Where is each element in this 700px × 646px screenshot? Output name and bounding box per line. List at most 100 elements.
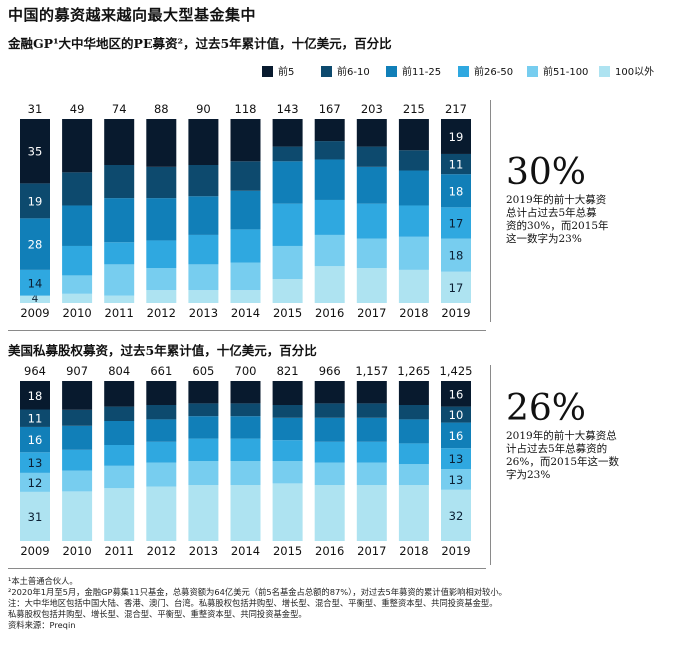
footnote: 注：大中华地区包括中国大陆、香港、澳门、台湾。私募股权包括并购型、增长型、混合型… <box>8 598 498 608</box>
bar-segment <box>20 472 50 492</box>
page-title: 中国的募资越来越向最大型基金集中 <box>8 6 257 24</box>
bar-value-label: 35 <box>28 145 43 159</box>
bar-segment <box>314 403 345 418</box>
legend-item-top6-10: 前6-10 <box>321 63 370 78</box>
x-tick-label: 2009 <box>20 306 49 320</box>
section-divider <box>8 330 486 331</box>
footnote: ²2020年1月至5月，金融GP募集11只基金，总募资额为64亿美元（前5名基金… <box>8 587 507 597</box>
bar-value-label: 18 <box>449 249 464 263</box>
bar-segment <box>356 146 387 167</box>
bar-value-label: 4 <box>32 293 39 305</box>
bar-segment <box>314 119 345 142</box>
x-tick-label: 2012 <box>147 306 176 320</box>
bar-segment <box>104 488 135 541</box>
bar-segment <box>314 199 345 235</box>
bar-total-label: 90 <box>196 102 211 116</box>
bar-total-label: 88 <box>154 102 169 116</box>
bar-segment <box>314 234 345 267</box>
x-tick-label: 2018 <box>399 544 428 558</box>
bar-total-label: 215 <box>403 102 425 116</box>
bar-total-label: 49 <box>70 102 85 116</box>
bar-segment <box>441 489 471 541</box>
bar-segment <box>356 441 387 463</box>
bar-segment <box>62 425 93 450</box>
callout-line: 字为23% <box>506 469 551 481</box>
bar-segment <box>146 198 177 241</box>
bar-total-label: 143 <box>277 102 299 116</box>
bar-segment <box>356 268 387 303</box>
divider-line <box>490 365 491 565</box>
bar-segment <box>356 417 387 442</box>
bar-value-label: 12 <box>28 476 43 490</box>
bar-segment <box>314 485 345 541</box>
bar-segment <box>441 153 471 175</box>
bar-segment <box>441 174 471 208</box>
bar-segment <box>104 465 135 489</box>
bar-segment <box>441 381 471 407</box>
bar-segment <box>146 166 177 199</box>
bar-segment <box>230 416 261 439</box>
bar-segment <box>272 279 303 303</box>
bar-segment <box>441 469 471 490</box>
bar-segment <box>356 166 387 204</box>
bar-segment <box>188 438 219 461</box>
bar-segment <box>356 203 387 239</box>
bar-segment <box>104 381 135 407</box>
bar-value-label: 16 <box>449 429 464 443</box>
bar-segment <box>104 119 135 165</box>
legend-label: 前26-50 <box>474 67 514 78</box>
legend-item-top5: 前5 <box>262 63 294 78</box>
bar-segment <box>230 262 261 291</box>
legend-swatch <box>599 66 610 77</box>
bar-value-label: 11 <box>449 158 464 172</box>
callout1-percent: 30% <box>506 152 587 193</box>
bar-value-label: 10 <box>449 408 464 422</box>
bar-segment <box>398 419 429 444</box>
legend-swatch <box>262 66 273 77</box>
bar-segment <box>314 441 345 463</box>
callout-line: 计占过去5年总募资的 <box>506 443 608 455</box>
bar-segment <box>146 441 177 463</box>
bar-segment <box>104 295 135 303</box>
bar-segment <box>272 440 303 461</box>
bar-segment <box>398 205 429 237</box>
bar-segment <box>398 464 429 485</box>
bar-segment <box>356 403 387 418</box>
bar-total-label: 1,425 <box>440 364 473 378</box>
bar-segment <box>230 229 261 263</box>
bar-total-label: 966 <box>319 364 341 378</box>
bar-total-label: 661 <box>150 364 172 378</box>
bar-segment <box>230 438 261 461</box>
bar-value-label: 19 <box>449 130 464 144</box>
bar-segment <box>356 119 387 147</box>
bar-segment <box>272 405 303 418</box>
bar-segment <box>272 417 303 441</box>
x-tick-label: 2015 <box>273 544 302 558</box>
bar-segment <box>441 406 471 423</box>
callout-line: 这一数字为23% <box>506 233 582 245</box>
legend-swatch <box>386 66 397 77</box>
x-tick-label: 2019 <box>441 306 470 320</box>
bar-segment <box>314 159 345 200</box>
callout-line: 总计占过去5年总募 <box>506 207 597 219</box>
callout-line: 2019年的前十大募资总 <box>506 430 617 442</box>
bar-total-label: 167 <box>319 102 341 116</box>
legend-label: 前5 <box>278 67 295 78</box>
callout-line: 2019年的前十大募资 <box>506 194 607 206</box>
bar-segment <box>272 146 303 162</box>
bar-segment <box>20 218 50 270</box>
x-tick-label: 2013 <box>189 306 218 320</box>
bar-segment <box>62 293 93 303</box>
bar-value-label: 14 <box>28 276 43 290</box>
bar-value-label: 17 <box>449 281 464 295</box>
bar-segment <box>398 269 429 303</box>
bar-total-label: 217 <box>445 102 467 116</box>
bar-value-label: 16 <box>449 387 464 401</box>
bar-value-label: 13 <box>449 452 464 466</box>
x-tick-label: 2019 <box>441 544 470 558</box>
legend-item-top11-25: 前11-25 <box>386 63 441 78</box>
bar-segment <box>230 119 261 162</box>
bar-value-label: 19 <box>28 194 43 208</box>
bar-segment <box>314 417 345 442</box>
x-tick-label: 2018 <box>399 306 428 320</box>
